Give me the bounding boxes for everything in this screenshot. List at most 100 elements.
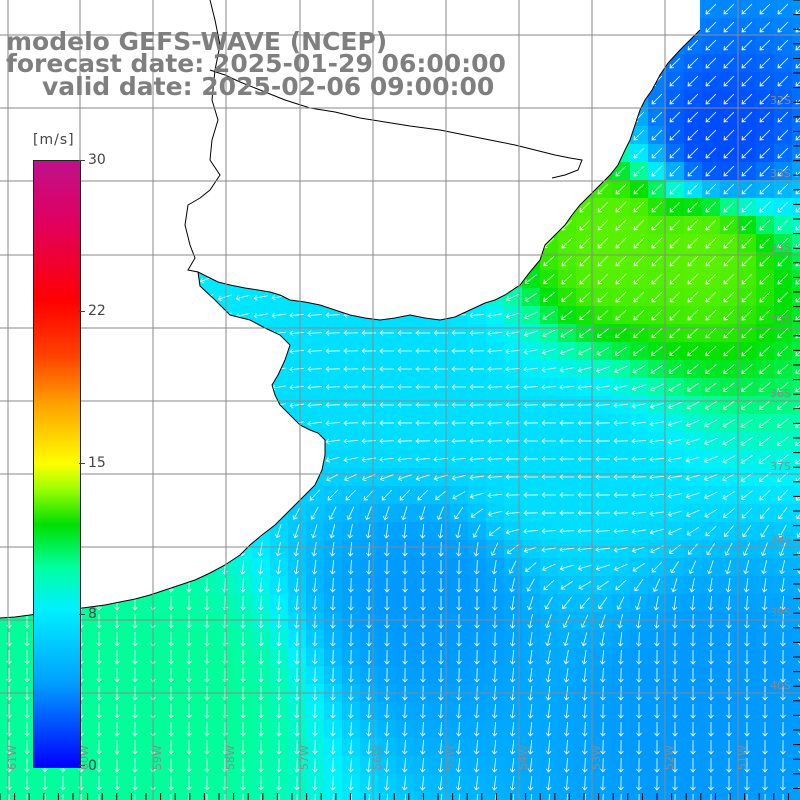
wind-arrow	[581, 650, 588, 665]
wind-arrow	[559, 492, 575, 498]
field-cell	[324, 558, 343, 577]
field-cell	[540, 252, 559, 271]
wind-arrow	[780, 667, 786, 683]
field-cell	[558, 450, 577, 469]
field-cell	[774, 198, 793, 217]
field-cell	[720, 702, 739, 721]
field-cell	[738, 468, 757, 487]
valid-date: valid date: 2025-02-06 09:00:00	[42, 72, 495, 101]
field-cell	[522, 450, 541, 469]
wind-arrow	[723, 255, 735, 267]
field-cell	[774, 0, 793, 19]
field-cell	[396, 360, 415, 379]
wind-arrow	[257, 577, 264, 593]
wind-arrow	[777, 39, 789, 51]
field-cell	[594, 756, 613, 775]
field-cell	[306, 306, 325, 325]
wind-arrow	[759, 147, 771, 159]
field-cell	[234, 288, 253, 307]
field-cell	[756, 54, 775, 73]
field-cell	[594, 234, 613, 253]
field-cell	[648, 90, 667, 109]
wind-arrow	[723, 93, 735, 105]
wind-arrow	[523, 384, 539, 391]
field-cell	[540, 738, 559, 757]
wind-arrow	[455, 541, 462, 557]
wind-arrow	[741, 75, 753, 87]
field-cell	[90, 738, 109, 757]
wind-arrow	[487, 330, 503, 337]
field-cell	[738, 54, 757, 73]
wind-arrow	[618, 721, 624, 737]
wind-arrow	[415, 402, 431, 408]
field-cell	[594, 576, 613, 595]
field-cell	[684, 270, 703, 289]
field-cell	[666, 666, 685, 685]
field-cell	[792, 36, 800, 55]
field-cell	[396, 414, 415, 433]
wind-arrow	[705, 309, 717, 321]
wind-arrow	[686, 401, 700, 410]
wind-arrow	[492, 631, 498, 647]
wind-arrow	[780, 649, 786, 665]
field-cell	[468, 630, 487, 649]
field-cell	[522, 756, 541, 775]
wind-arrow	[505, 456, 521, 462]
wind-arrow	[636, 703, 642, 719]
wind-arrow	[726, 613, 732, 629]
field-cell	[342, 504, 361, 523]
field-cell	[738, 630, 757, 649]
wind-arrow	[469, 492, 484, 499]
wind-arrow	[705, 75, 717, 87]
colorbar-tick	[79, 765, 85, 766]
field-cell	[702, 450, 721, 469]
field-cell	[576, 414, 595, 433]
field-cell	[288, 720, 307, 739]
wind-arrow	[96, 613, 102, 629]
wind-arrow	[740, 400, 753, 410]
wind-arrow	[474, 613, 480, 629]
wind-arrow	[350, 793, 352, 800]
field-cell	[522, 324, 541, 343]
wind-arrow	[456, 595, 462, 611]
field-cell	[648, 540, 667, 559]
field-cell	[648, 306, 667, 325]
field-cell	[450, 648, 469, 667]
field-cell	[648, 144, 667, 163]
field-cell	[162, 738, 181, 757]
wind-arrow	[704, 419, 718, 428]
wind-arrow	[505, 331, 520, 337]
wind-arrow	[595, 438, 611, 444]
field-cell	[738, 612, 757, 631]
field-cell	[684, 360, 703, 379]
wind-arrow	[633, 129, 645, 141]
wind-arrow	[744, 739, 750, 755]
longitude-label: 60W	[78, 745, 91, 770]
field-cell	[162, 702, 181, 721]
wind-arrow	[795, 459, 800, 465]
field-cell	[540, 612, 559, 631]
wind-arrow	[294, 721, 300, 737]
wind-arrow	[687, 543, 698, 555]
wind-arrow	[795, 351, 800, 357]
wind-arrow	[415, 456, 431, 463]
field-cell	[756, 36, 775, 55]
field-cell	[360, 450, 379, 469]
wind-arrow	[703, 474, 718, 482]
field-cell	[774, 576, 793, 595]
field-cell	[324, 342, 343, 361]
field-cell	[594, 612, 613, 631]
wind-arrow	[307, 420, 322, 427]
field-cell	[468, 756, 487, 775]
wind-arrow	[651, 291, 663, 303]
field-cell	[774, 774, 793, 793]
field-cell	[792, 54, 800, 73]
wind-arrow	[778, 542, 786, 557]
wind-arrow	[523, 492, 539, 498]
wind-arrow	[114, 739, 120, 755]
wind-arrow	[275, 524, 282, 539]
field-cell	[684, 738, 703, 757]
wind-arrow	[597, 291, 609, 303]
wind-arrow	[401, 757, 408, 773]
field-cell	[90, 720, 109, 739]
